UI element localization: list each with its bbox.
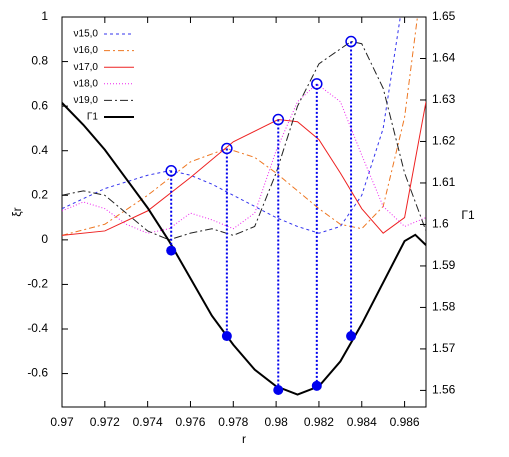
y2-tick-label: 1.57	[432, 341, 456, 355]
y-tick-label: 0.2	[31, 187, 48, 201]
y2-tick-label: 1.64	[432, 51, 456, 65]
nu-marker	[165, 165, 177, 177]
gamma-marker	[221, 331, 232, 342]
plot-frame	[61, 16, 427, 408]
x-tick-label: 0.976	[175, 415, 205, 429]
nu-marker	[345, 35, 357, 48]
y-tick-label: -0.6	[27, 366, 48, 380]
curves	[62, 17, 426, 396]
x-tick-label: 0.982	[304, 415, 334, 429]
x-tick-label: 0.978	[218, 415, 248, 429]
series-line	[62, 40, 426, 241]
y-tick-label: 0.6	[31, 98, 48, 112]
legend-label: Γ1	[87, 112, 99, 123]
x-tick-label: 0.98	[264, 415, 288, 429]
series-line	[62, 17, 401, 234]
x-axis-label: r	[242, 432, 246, 446]
gamma-marker	[273, 384, 284, 395]
legend-label: ν16,0	[74, 45, 99, 56]
x-tick-label: 0.97	[50, 415, 74, 429]
y-tick-label: 1	[41, 9, 48, 23]
y2-axis-label: Γ1	[461, 208, 475, 222]
y2-tick-label: 1.63	[432, 92, 456, 106]
x-tick-label: 0.974	[133, 415, 163, 429]
series-line	[62, 83, 426, 234]
legend-label: ν19,0	[74, 95, 99, 106]
nu-marker	[221, 142, 233, 155]
y2-tick-label: 1.56	[432, 383, 456, 397]
series-line	[62, 102, 426, 396]
series-line	[62, 101, 426, 236]
gamma-marker	[166, 245, 177, 256]
y-tick-label: -0.4	[27, 321, 48, 335]
gamma-marker	[346, 331, 357, 342]
y-axis-label: ξr	[10, 207, 24, 216]
y-tick-label: 0.4	[31, 143, 48, 157]
y2-tick-label: 1.6	[432, 217, 449, 231]
y2-tick-label: 1.59	[432, 258, 456, 272]
nu-marker	[272, 113, 285, 126]
gamma-marker	[311, 380, 322, 391]
series-line	[62, 17, 418, 236]
y2-tick-label: 1.65	[432, 9, 456, 23]
x-tick-label: 0.972	[90, 415, 120, 429]
y-tick-label: 0	[41, 232, 48, 246]
y-tick-label: 0.8	[31, 54, 48, 68]
legend-label: ν17,0	[74, 62, 99, 73]
y2-tick-label: 1.58	[432, 300, 456, 314]
y-tick-label: -0.2	[27, 277, 48, 291]
x-tick-label: 0.984	[347, 415, 377, 429]
y2-tick-label: 1.62	[432, 134, 456, 148]
legend-label: ν18,0	[74, 78, 99, 89]
x-tick-label: 0.986	[390, 415, 420, 429]
y2-tick-label: 1.61	[432, 175, 456, 189]
nu-marker	[311, 78, 323, 90]
legend-label: ν15,0	[74, 29, 99, 40]
